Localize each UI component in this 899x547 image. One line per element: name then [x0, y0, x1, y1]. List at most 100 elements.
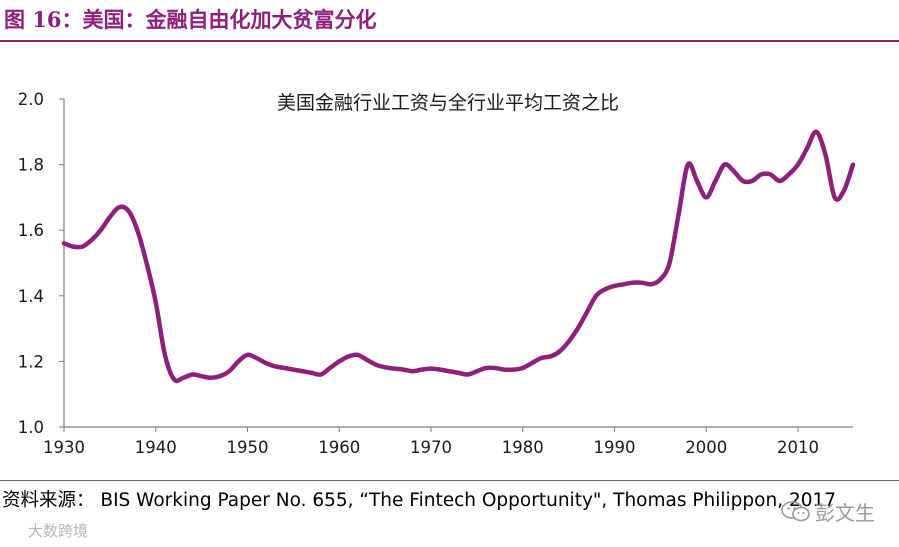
data-point — [421, 369, 422, 370]
data-point — [348, 356, 349, 357]
data-point — [715, 181, 716, 182]
data-point — [284, 367, 285, 368]
data-point — [788, 174, 789, 175]
watermark-left: 大数跨境 — [28, 522, 89, 540]
data-point — [541, 358, 542, 359]
data-point — [651, 284, 652, 285]
data-point — [687, 164, 688, 165]
y-tick-label: 1.0 — [18, 418, 44, 437]
data-point — [403, 369, 404, 370]
watermark-right-label: 彭文生 — [815, 501, 875, 525]
data-point — [174, 379, 175, 380]
data-point — [853, 164, 854, 165]
data-point — [375, 364, 376, 365]
data-point — [458, 372, 459, 373]
data-point — [632, 282, 633, 283]
data-point — [614, 285, 615, 286]
data-point — [641, 282, 642, 283]
data-point — [797, 164, 798, 165]
data-point — [109, 217, 110, 218]
data-point — [697, 181, 698, 182]
data-point — [761, 174, 762, 175]
x-tick-label: 1990 — [593, 438, 635, 457]
data-point — [577, 328, 578, 329]
data-point — [219, 376, 220, 377]
data-point — [596, 295, 597, 296]
data-point — [752, 181, 753, 182]
data-point — [605, 289, 606, 290]
x-tick-label: 1960 — [318, 438, 360, 457]
data-point — [706, 197, 707, 198]
axes — [59, 98, 853, 432]
x-tick-label: 1970 — [410, 438, 452, 457]
data-point — [495, 367, 496, 368]
data-point — [192, 374, 193, 375]
data-point — [678, 213, 679, 214]
data-point — [201, 376, 202, 377]
data-point — [311, 372, 312, 373]
y-tick-label: 1.2 — [18, 352, 44, 371]
data-point — [733, 171, 734, 172]
data-point — [504, 369, 505, 370]
data-point — [339, 361, 340, 362]
data-point — [440, 369, 441, 370]
y-tick-label: 1.4 — [18, 287, 44, 306]
data-point — [155, 302, 156, 303]
source-note: 资料来源： BIS Working Paper No. 655, “The Fi… — [2, 490, 837, 511]
data-point — [330, 367, 331, 368]
data-point — [293, 369, 294, 370]
series-layer — [61, 129, 856, 384]
data-point — [265, 363, 266, 364]
data-point — [210, 377, 211, 378]
x-tick-label: 1940 — [135, 438, 177, 457]
data-point — [476, 371, 477, 372]
watermark-right: 彭文生 — [781, 497, 875, 526]
data-point — [100, 230, 101, 231]
data-point — [366, 359, 367, 360]
data-point — [486, 367, 487, 368]
source-divider — [0, 480, 899, 481]
data-point — [770, 174, 771, 175]
data-point — [128, 210, 129, 211]
data-point — [660, 279, 661, 280]
data-point — [73, 246, 74, 247]
data-point — [394, 368, 395, 369]
data-point — [568, 341, 569, 342]
data-point — [82, 246, 83, 247]
data-point — [779, 181, 780, 182]
data-point — [302, 371, 303, 372]
x-tick-label: 1980 — [502, 438, 544, 457]
data-point — [559, 351, 560, 352]
data-point — [586, 312, 587, 313]
data-point — [91, 240, 92, 241]
data-point — [467, 374, 468, 375]
figure-title: 图 16：美国：金融自由化加大贫富分化 — [4, 7, 377, 32]
x-tick-label: 1930 — [43, 438, 85, 457]
data-point — [513, 369, 514, 370]
data-point — [229, 371, 230, 372]
data-point — [430, 368, 431, 369]
data-point — [412, 371, 413, 372]
data-point — [449, 371, 450, 372]
data-point — [385, 367, 386, 368]
data-point — [238, 361, 239, 362]
y-tick-label: 1.8 — [18, 156, 44, 175]
y-tick-label: 2.0 — [18, 90, 44, 109]
data-point — [550, 356, 551, 357]
data-point — [742, 181, 743, 182]
data-point — [834, 197, 835, 198]
data-point — [531, 363, 532, 364]
data-point — [669, 263, 670, 264]
data-point — [724, 164, 725, 165]
data-point — [843, 190, 844, 191]
tick-labels: 1.0 1.2 1.4 1.6 1.8 2.0 1930 1940 1950 1960 1970 19… — [18, 90, 819, 457]
data-point — [247, 354, 248, 355]
series-line — [61, 129, 856, 384]
y-tick-label: 1.6 — [18, 221, 44, 240]
x-tick-label: 2010 — [777, 438, 819, 457]
x-tick-label: 2000 — [685, 438, 727, 457]
data-point — [275, 366, 276, 367]
chart-title: 美国金融行业工资与全行业平均工资之比 — [277, 92, 619, 114]
data-point — [320, 374, 321, 375]
title-divider — [0, 40, 899, 42]
